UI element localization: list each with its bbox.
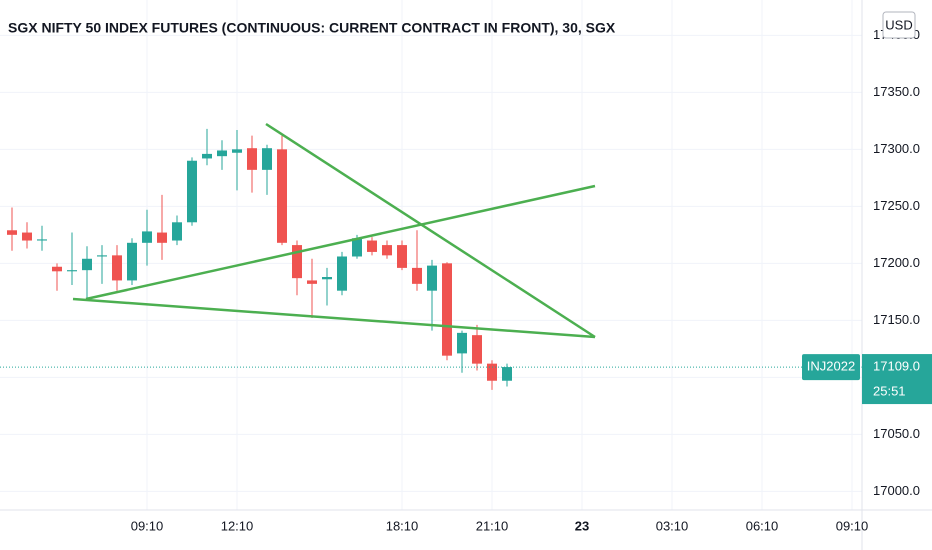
x-tick-label: 06:10: [746, 518, 779, 533]
candle-body: [292, 245, 302, 279]
candle-body: [157, 232, 167, 243]
trend-line: [72, 297, 596, 339]
candle-body: [277, 149, 287, 243]
candle-body: [337, 256, 347, 291]
candle-body: [442, 263, 452, 356]
countdown-label: 25:51: [873, 384, 906, 399]
currency-label[interactable]: USD: [885, 17, 912, 32]
trend-line: [265, 122, 596, 339]
candle-body: [307, 280, 317, 284]
candle-body: [22, 232, 32, 241]
currency-button[interactable]: [882, 11, 916, 39]
x-tick-label: 18:10: [386, 518, 419, 533]
candle-body: [7, 230, 17, 235]
candle-body: [367, 240, 377, 252]
candle-body: [262, 148, 272, 170]
grid: [0, 0, 862, 510]
candle-body: [322, 277, 332, 280]
x-tick-label: 09:10: [836, 518, 869, 533]
candle-body: [232, 149, 242, 153]
candle-body: [82, 258, 92, 271]
candle-body: [112, 255, 122, 281]
trend-lines: [72, 122, 596, 339]
candle-body: [127, 242, 137, 281]
x-tick-label: 12:10: [221, 518, 254, 533]
candle-body: [67, 270, 77, 272]
candle-body: [457, 332, 467, 354]
axes: 17000.017050.017100.017150.017200.017250…: [131, 27, 932, 533]
last-price-box: [862, 354, 932, 405]
candles: [0, 128, 862, 390]
candle-body: [142, 231, 152, 243]
candle-body: [97, 255, 107, 257]
trend-line: [85, 184, 596, 301]
candle-body: [247, 148, 257, 170]
candle-body: [427, 265, 437, 291]
y-tick-label: 17000.0: [873, 483, 920, 498]
symbol-label: INJ2022: [807, 359, 855, 374]
candle-body: [487, 363, 497, 381]
candle-body: [472, 335, 482, 364]
candle-body: [202, 153, 212, 159]
y-tick-label: 17150.0: [873, 312, 920, 327]
x-tick-label: 23: [575, 518, 589, 533]
candle-body: [382, 245, 392, 256]
y-tick-label: 17350.0: [873, 84, 920, 99]
candle-body: [52, 266, 62, 272]
candle-body: [412, 267, 422, 284]
candle-body: [352, 238, 362, 257]
x-tick-label: 03:10: [656, 518, 689, 533]
last-price-label: 17109.0: [873, 359, 920, 374]
y-tick-label: 17250.0: [873, 198, 920, 213]
candle-body: [502, 367, 512, 381]
candle-body: [217, 150, 227, 157]
symbol-label-box: [802, 354, 860, 381]
y-tick-label: 17300.0: [873, 141, 920, 156]
candle-body: [187, 160, 197, 223]
chart-title: SGX NIFTY 50 INDEX FUTURES (CONTINUOUS: …: [8, 20, 616, 36]
candle-body: [397, 245, 407, 268]
candle-body: [172, 222, 182, 241]
x-tick-label: 21:10: [476, 518, 509, 533]
y-tick-label: 17200.0: [873, 255, 920, 270]
y-tick-label: 17050.0: [873, 426, 920, 441]
candle-body: [37, 239, 47, 241]
x-tick-label: 09:10: [131, 518, 164, 533]
